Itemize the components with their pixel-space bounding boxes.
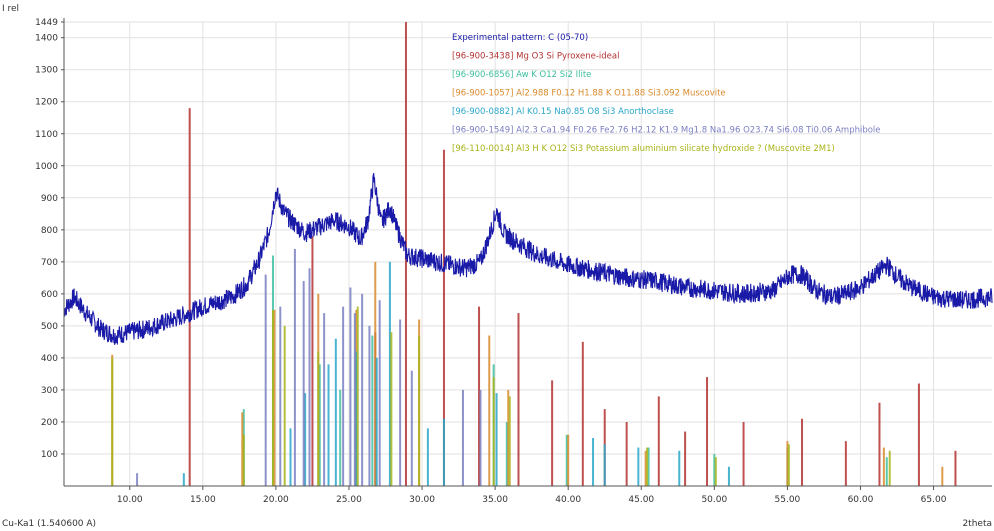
y-axis-title: I rel: [2, 4, 19, 14]
y-tick-label: 700: [41, 258, 58, 268]
y-tick-labels: 100 200 300 400 500 600 700 800 900 1000 1100 1200 1…: [35, 18, 64, 460]
x-tick-label: 60.00: [848, 495, 874, 505]
y-tick-label: 100: [41, 450, 58, 460]
y-tick-label: 300: [41, 386, 58, 396]
legend-entry: [96-900-1549] Al2.3 Ca1.94 F0.26 Fe2.76 …: [452, 126, 881, 136]
legend-entry: [96-900-1057] Al2.988 F0.12 H1.88 K O11.…: [452, 89, 726, 99]
x-tick-label: 40.00: [555, 495, 581, 505]
y-tick-label: 200: [41, 418, 58, 428]
y-tick-label: 900: [41, 194, 58, 204]
legend-entry: [96-900-0882] Al K0.15 Na0.85 O8 Si3 Ano…: [452, 107, 674, 117]
y-tick-label: 1000: [35, 162, 58, 172]
x-tick-label: 65.00: [921, 495, 947, 505]
x-tick-label: 25.00: [336, 495, 362, 505]
y-tick-label: 600: [41, 290, 58, 300]
experimental-profile-line: [63, 172, 993, 345]
y-tick-label: 500: [41, 322, 58, 332]
x-tick-label: 35.00: [482, 495, 508, 505]
x-tick-label: 10.00: [117, 495, 143, 505]
y-tick-label: 1300: [35, 66, 58, 76]
legend-entry: [96-900-3438] Mg O3 Si Pyroxene-ideal: [452, 52, 619, 62]
y-tick-label: 1400: [35, 34, 58, 44]
grid-lines: [64, 21, 992, 486]
y-tick-label: 1449: [35, 18, 58, 28]
y-tick-label: 400: [41, 354, 58, 364]
legend-entry: Experimental pattern: C (05-70): [452, 33, 588, 43]
x-tick-label: 50.00: [701, 495, 727, 505]
radiation-label: Cu-Ka1 (1.540600 A): [2, 519, 96, 529]
x-axis-title: 2theta: [962, 519, 992, 529]
y-tick-label: 1100: [35, 130, 58, 140]
x-tick-labels: 10.00 15.00 20.00 25.00 30.00 35.00 40.00 45.00…: [117, 486, 947, 505]
legend-entry: [96-110-0014] Al3 H K O12 Si3 Potassium …: [452, 144, 835, 154]
legend: Experimental pattern: C (05-70) [96-900-3…: [452, 33, 881, 154]
x-tick-label: 55.00: [775, 495, 801, 505]
y-tick-label: 800: [41, 226, 58, 236]
x-tick-label: 20.00: [263, 495, 289, 505]
y-tick-label: 1200: [35, 98, 58, 108]
x-tick-label: 15.00: [190, 495, 216, 505]
x-tick-label: 30.00: [409, 495, 435, 505]
legend-entry: [96-900-6856] Aw K O12 Si2 Ilite: [452, 70, 591, 80]
x-tick-label: 45.00: [628, 495, 654, 505]
